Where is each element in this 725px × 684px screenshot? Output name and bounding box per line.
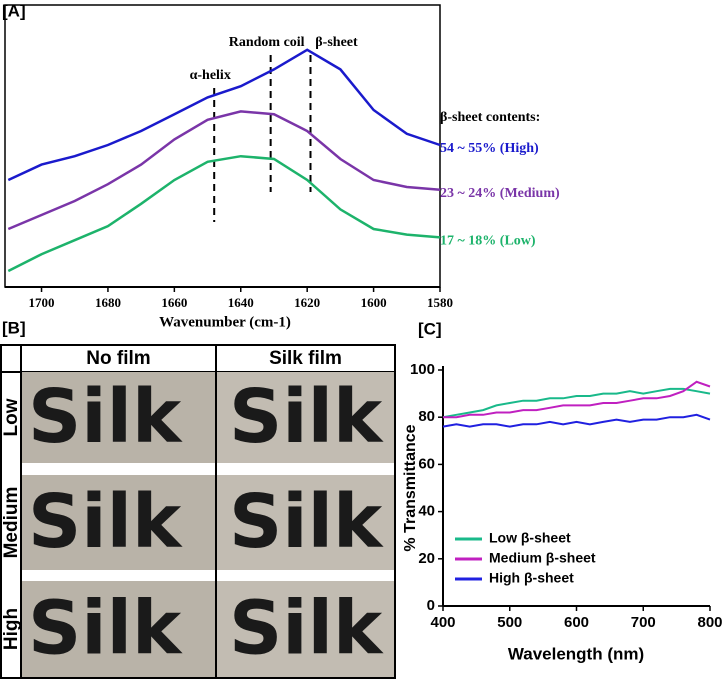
y-tick-label: 0: [427, 597, 435, 614]
x-axis-label: Wavenumber (cm-1): [159, 314, 291, 330]
photo: [217, 372, 394, 463]
legend-label: High β-sheet: [489, 570, 574, 586]
marker-label: β-sheet: [315, 35, 358, 50]
x-tick-label: 600: [564, 614, 589, 631]
photo: [217, 581, 394, 677]
x-tick-label: 1580: [427, 295, 453, 310]
photo-text: Silk: [229, 479, 384, 565]
y-tick-label: 20: [418, 550, 435, 567]
marker-label: α-helix: [190, 68, 231, 83]
marker-label: Random coil: [229, 35, 305, 50]
legend-label: Low β-sheet: [489, 530, 571, 546]
x-tick-label: 700: [631, 614, 656, 631]
series-line: [442, 413, 711, 428]
legend-title: β-sheet contents:: [440, 110, 540, 125]
series-line: [7, 48, 441, 182]
series-line: [443, 380, 711, 419]
row-label: Medium: [1, 487, 22, 559]
x-tick-label: 500: [497, 614, 522, 631]
x-tick-label: 1680: [95, 295, 121, 310]
photo: [22, 581, 215, 677]
row-label: High: [1, 608, 22, 650]
x-tick-label: 400: [430, 614, 455, 631]
legend-label: 54 ~ 55% (High): [440, 141, 539, 156]
plot-frame: [4, 4, 441, 288]
panel-b-title: [B]: [2, 318, 26, 337]
photo-text: Silk: [229, 374, 384, 460]
photo-text: Silk: [28, 374, 183, 460]
photo-text: Silk: [229, 586, 384, 672]
x-tick-label: 1600: [361, 295, 387, 310]
x-tick-label: 800: [697, 614, 722, 631]
y-tick-label: 80: [418, 408, 435, 425]
series-line: [7, 110, 441, 231]
photo: [217, 475, 394, 570]
y-axis-label: % Transmittance: [402, 424, 419, 551]
panel-a-title: [A]: [2, 1, 26, 20]
column-header: Silk film: [269, 348, 342, 369]
x-tick-label: 1620: [294, 295, 320, 310]
y-tick-label: 60: [418, 455, 435, 472]
photo: [22, 475, 215, 570]
y-tick-label: 100: [410, 361, 435, 378]
x-tick-label: 1640: [228, 295, 254, 310]
panel-c-title: [C]: [418, 319, 442, 338]
row-label: Low: [1, 398, 22, 436]
legend-label: 17 ~ 18% (Low): [440, 234, 536, 249]
series-line: [7, 154, 441, 273]
photo-text: Silk: [28, 586, 183, 672]
y-tick-label: 40: [418, 503, 435, 520]
photo: [22, 372, 215, 463]
column-header: No film: [86, 348, 150, 369]
legend-label: Medium β-sheet: [489, 550, 596, 566]
x-axis-label: Wavelength (nm): [508, 644, 644, 663]
legend-label: 23 ~ 24% (Medium): [440, 186, 560, 201]
x-tick-label: 1700: [29, 295, 55, 310]
x-tick-label: 1660: [161, 295, 187, 310]
series-line: [442, 387, 711, 419]
photo-text: Silk: [28, 479, 183, 565]
